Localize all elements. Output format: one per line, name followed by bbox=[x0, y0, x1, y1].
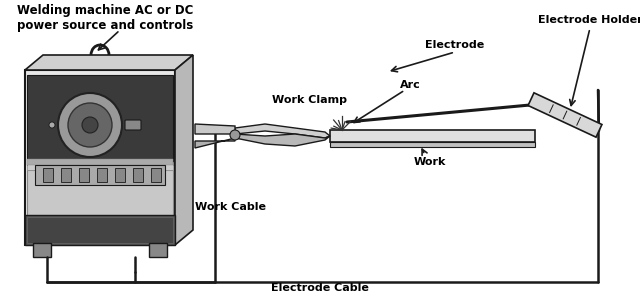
Bar bbox=[27, 75, 173, 165]
Text: Work: Work bbox=[414, 157, 446, 167]
Bar bbox=[27, 159, 173, 165]
Bar bbox=[33, 243, 51, 257]
Bar bbox=[43, 168, 53, 182]
Bar bbox=[61, 168, 71, 182]
Bar bbox=[97, 168, 107, 182]
Circle shape bbox=[68, 103, 112, 147]
Polygon shape bbox=[195, 138, 235, 148]
Bar bbox=[27, 170, 173, 215]
Bar bbox=[149, 243, 167, 257]
Bar bbox=[35, 165, 165, 185]
Text: Electrode Cable: Electrode Cable bbox=[271, 283, 369, 293]
Text: Work Cable: Work Cable bbox=[195, 202, 266, 212]
Bar bbox=[27, 162, 173, 170]
Text: Electrode: Electrode bbox=[426, 40, 484, 50]
Bar bbox=[133, 168, 143, 182]
Polygon shape bbox=[175, 55, 193, 245]
Polygon shape bbox=[330, 142, 535, 147]
Circle shape bbox=[82, 117, 98, 133]
Polygon shape bbox=[25, 55, 193, 70]
FancyBboxPatch shape bbox=[125, 120, 141, 130]
Bar bbox=[25, 70, 175, 245]
Text: Arc: Arc bbox=[400, 80, 420, 90]
Bar bbox=[330, 130, 535, 142]
Polygon shape bbox=[195, 124, 235, 134]
Circle shape bbox=[49, 122, 55, 128]
Bar bbox=[151, 168, 161, 182]
Bar bbox=[115, 168, 125, 182]
Polygon shape bbox=[235, 124, 330, 138]
Text: Welding machine AC or DC
power source and controls: Welding machine AC or DC power source an… bbox=[17, 4, 193, 32]
Bar bbox=[79, 168, 89, 182]
Bar bbox=[25, 215, 175, 245]
Circle shape bbox=[58, 93, 122, 157]
Polygon shape bbox=[528, 93, 602, 137]
Text: Electrode Holder: Electrode Holder bbox=[538, 15, 640, 25]
Polygon shape bbox=[235, 134, 330, 146]
Bar bbox=[27, 217, 173, 243]
Circle shape bbox=[230, 130, 240, 140]
Text: Work Clamp: Work Clamp bbox=[273, 95, 348, 105]
